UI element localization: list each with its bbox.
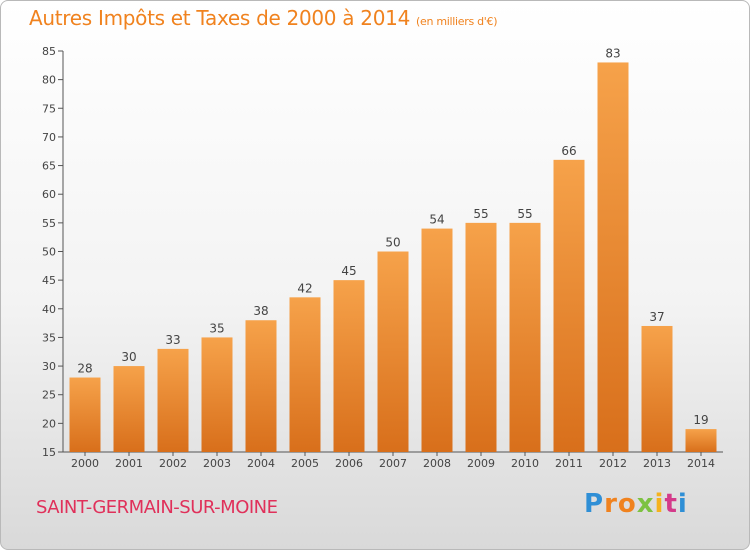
y-tick-label: 20 [42, 417, 56, 430]
data-label: 45 [341, 264, 356, 278]
y-tick-label: 55 [42, 217, 56, 230]
bar [157, 348, 189, 452]
logo-letter: r [604, 489, 618, 519]
bars [69, 62, 717, 453]
x-tick-label: 2013 [643, 457, 671, 470]
data-label: 33 [165, 333, 180, 347]
y-tick-label: 35 [42, 331, 56, 344]
bar [377, 251, 409, 452]
bar [245, 320, 277, 452]
bar [597, 62, 629, 452]
bar [465, 222, 497, 452]
bar [685, 429, 717, 452]
data-label: 83 [605, 46, 620, 60]
x-tick-label: 2005 [291, 457, 319, 470]
y-tick-label: 30 [42, 360, 56, 373]
data-label: 30 [121, 350, 136, 364]
y-tick-label: 45 [42, 274, 56, 287]
logo-letter: x [636, 489, 655, 519]
x-tick-label: 2010 [511, 457, 539, 470]
chart-unit: (en milliers d'€) [416, 15, 498, 28]
bar [113, 366, 145, 452]
data-label: 50 [385, 236, 400, 250]
data-label: 66 [561, 144, 576, 158]
logo-letter: P [584, 489, 605, 519]
chart-title-text: Autres Impôts et Taxes de 2000 à 2014 [29, 6, 410, 30]
bar [201, 337, 233, 452]
bar [553, 159, 585, 453]
data-label: 55 [517, 207, 532, 221]
data-label: 54 [429, 213, 444, 227]
y-tick-label: 80 [42, 74, 56, 87]
x-tick-label: 2004 [247, 457, 275, 470]
data-label: 42 [297, 281, 312, 295]
bar [333, 280, 365, 452]
chart-title: Autres Impôts et Taxes de 2000 à 2014 (en… [29, 6, 497, 30]
y-tick-label: 60 [42, 188, 56, 201]
bar [421, 228, 453, 452]
x-tick-label: 2007 [379, 457, 407, 470]
axes: 15 20 25 30 35 40 45 50 55 60 65 70 75 80 85 2000 2001 20… [42, 45, 723, 470]
data-label: 37 [649, 310, 664, 324]
x-tick-label: 2001 [115, 457, 143, 470]
y-tick-label: 70 [42, 131, 56, 144]
logo-letter: t [664, 489, 678, 519]
x-tick-label: 2002 [159, 457, 187, 470]
data-label: 38 [253, 304, 268, 318]
logo-letter: i [677, 489, 688, 519]
value-labels: 28 30 33 35 38 42 45 50 54 55 55 66 83 37 19 [77, 46, 708, 427]
place-name: SAINT-GERMAIN-SUR-MOINE [36, 497, 278, 518]
x-tick-label: 2000 [71, 457, 99, 470]
logo-letter: o [617, 489, 637, 519]
y-tick-label: 40 [42, 303, 56, 316]
x-tick-label: 2014 [687, 457, 715, 470]
bar [69, 377, 101, 452]
y-tick-label: 50 [42, 246, 56, 259]
bar [289, 297, 321, 452]
data-label: 55 [473, 207, 488, 221]
proxiti-logo: Proxiti [584, 489, 688, 519]
x-tick-label: 2009 [467, 457, 495, 470]
y-tick-label: 25 [42, 389, 56, 402]
bar [641, 325, 673, 452]
logo-letter: i [654, 489, 665, 519]
data-label: 35 [209, 321, 224, 335]
y-tick-label: 15 [42, 446, 56, 459]
x-tick-label: 2003 [203, 457, 231, 470]
x-tick-label: 2011 [555, 457, 583, 470]
y-tick-label: 65 [42, 160, 56, 173]
x-tick-label: 2006 [335, 457, 363, 470]
x-tick-label: 2008 [423, 457, 451, 470]
y-tick-label: 75 [42, 102, 56, 115]
x-tick-label: 2012 [599, 457, 627, 470]
y-tick-label: 85 [42, 45, 56, 58]
data-label: 19 [693, 413, 708, 427]
bar [509, 222, 541, 452]
data-label: 28 [77, 362, 92, 376]
